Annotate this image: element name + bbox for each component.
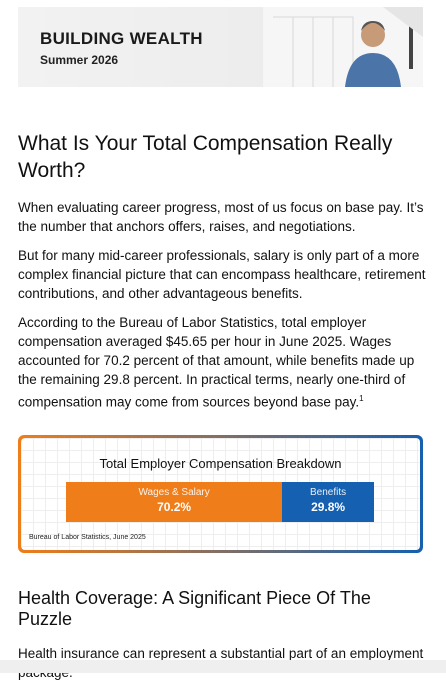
paragraph: But for many mid-career professionals, s… (18, 248, 426, 301)
bar-segment: Wages & Salary 70.2% (66, 482, 283, 522)
article: What Is Your Total Compensation Really W… (18, 130, 426, 422)
banner-art (263, 7, 423, 87)
bar-track: Wages & Salary 70.2% Benefits 29.8% (66, 482, 374, 522)
data-label: 70.2% (157, 500, 192, 514)
newsletter-title: BUILDING WEALTH (40, 29, 203, 48)
newsletter-issue: Summer 2026 (40, 53, 119, 67)
bar-segment: Benefits 29.8% (282, 482, 374, 522)
footnote-ref: 1 (359, 394, 364, 403)
chart-source: Bureau of Labor Statistics, June 2025 (29, 534, 146, 541)
section-title: Health Coverage: A Significant Piece Of … (18, 588, 371, 629)
segment-name: Wages & Salary (138, 487, 210, 498)
paragraph: When evaluating career progress, most of… (18, 200, 424, 234)
banner: BUILDING WEALTH Summer 2026 (18, 7, 423, 87)
data-label: 29.8% (311, 500, 346, 514)
chart: Total Employer Compensation Breakdown Wa… (21, 438, 420, 550)
paragraph: According to the Bureau of Labor Statist… (18, 313, 426, 412)
chart-title: Total Employer Compensation Breakdown (99, 456, 342, 471)
chart-frame: Total Employer Compensation Breakdown Wa… (18, 435, 423, 553)
paragraph-text: According to the Bureau of Labor Statist… (18, 315, 415, 410)
segment-name: Benefits (310, 487, 347, 498)
article-title: What Is Your Total Compensation Really W… (18, 132, 393, 182)
footer-bar (0, 660, 446, 673)
